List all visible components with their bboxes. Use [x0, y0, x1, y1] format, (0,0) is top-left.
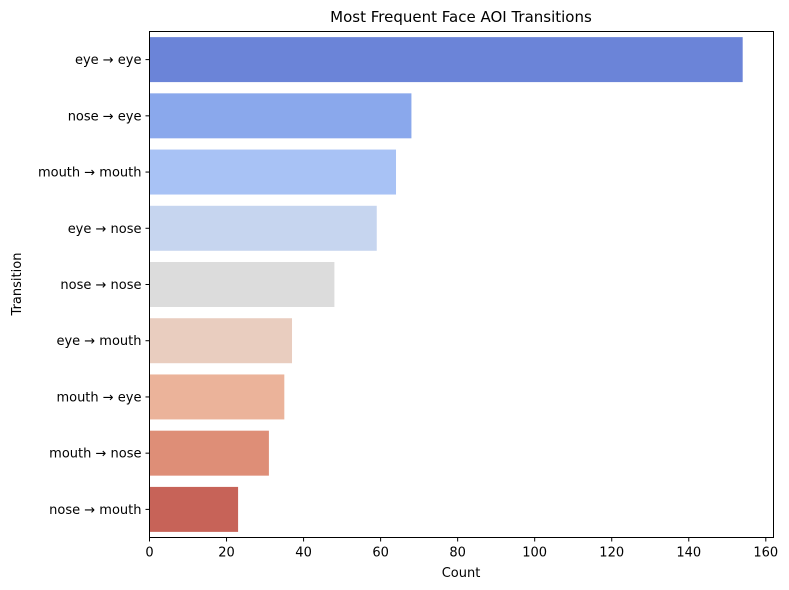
bar-3 — [149, 205, 377, 251]
x-tick-label: 160 — [753, 546, 778, 561]
y-axis-label: Transition — [10, 253, 25, 317]
bar-7 — [149, 430, 269, 476]
bar-0 — [149, 37, 743, 83]
x-tick-label: 20 — [218, 546, 235, 561]
y-tick-label: eye → nose — [68, 222, 142, 237]
y-tick-label: mouth → nose — [49, 447, 141, 462]
bar-2 — [149, 149, 397, 195]
x-tick-label: 140 — [676, 546, 701, 561]
bar-5 — [149, 318, 293, 364]
x-tick-label: 80 — [449, 546, 466, 561]
y-tick-label: nose → nose — [60, 278, 141, 293]
bar-6 — [149, 374, 285, 420]
x-tick-label: 100 — [522, 546, 547, 561]
y-axis-ticks: eye → eye nose → eye mouth → mouth eye → no… — [38, 53, 150, 518]
x-tick-label: 40 — [295, 546, 312, 561]
y-tick-label: nose → eye — [68, 109, 142, 124]
y-tick-label: mouth → eye — [56, 390, 141, 405]
bar-8 — [149, 486, 239, 532]
bars-group — [149, 37, 743, 532]
bar-1 — [149, 93, 412, 139]
bar-4 — [149, 262, 335, 307]
x-axis-label: Count — [442, 566, 481, 581]
plot-frame — [149, 31, 774, 538]
y-tick-label: mouth → mouth — [38, 166, 142, 181]
x-axis-ticks: 0 20 40 60 80 100 120 140 160 — [145, 537, 778, 561]
x-tick-label: 60 — [372, 546, 389, 561]
y-tick-label: eye → mouth — [56, 334, 141, 349]
chart-title: Most Frequent Face AOI Transitions — [330, 8, 592, 26]
y-tick-label: nose → mouth — [49, 503, 141, 518]
x-tick-label: 0 — [145, 546, 153, 561]
y-tick-label: eye → eye — [75, 53, 142, 68]
x-tick-label: 120 — [599, 546, 624, 561]
